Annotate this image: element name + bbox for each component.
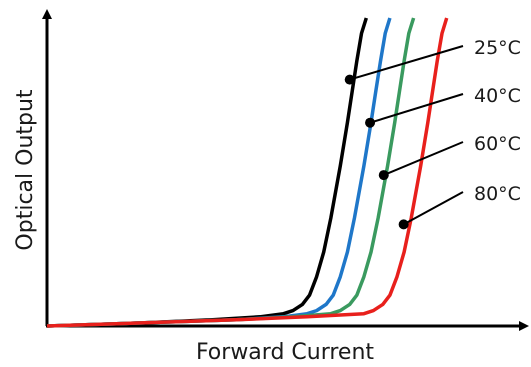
curve-60c — [46, 17, 416, 328]
curve-80c — [46, 17, 449, 328]
series-label-60c: 60°C — [474, 133, 521, 155]
callouts-group: 25°C 40°C 60°C 80°C — [344, 37, 521, 230]
callout-dot-80c — [398, 219, 409, 230]
callout-dot-40c — [365, 117, 376, 128]
callout-line-40c — [369, 93, 464, 124]
y-axis-label: Optical Output — [13, 89, 38, 250]
series-label-25c: 25°C — [474, 37, 521, 59]
callout-dot-25c — [344, 74, 355, 85]
series-label-40c: 40°C — [474, 85, 521, 107]
callout-line-25c — [349, 45, 464, 81]
series-label-80c: 80°C — [474, 183, 521, 205]
callout-dot-60c — [378, 170, 389, 181]
curve-25c — [46, 17, 368, 328]
callout-line-80c — [403, 191, 464, 226]
callout-line-60c — [383, 141, 464, 177]
curves-group — [46, 17, 449, 328]
x-axis-label: Forward Current — [196, 340, 374, 365]
